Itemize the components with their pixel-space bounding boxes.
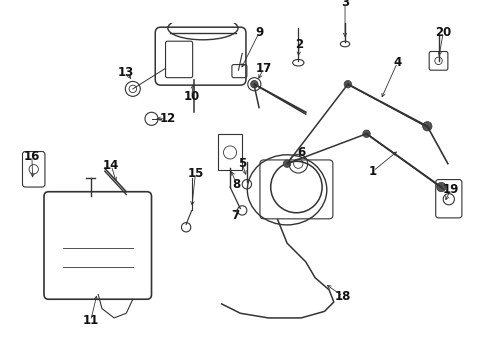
Text: 1: 1 xyxy=(369,165,377,177)
Text: 15: 15 xyxy=(187,167,204,180)
Circle shape xyxy=(283,160,291,167)
Text: 9: 9 xyxy=(255,26,263,39)
Text: 13: 13 xyxy=(118,66,134,78)
Text: 5: 5 xyxy=(238,157,246,170)
Text: 14: 14 xyxy=(103,159,120,172)
Text: 6: 6 xyxy=(297,146,305,159)
Text: 7: 7 xyxy=(232,208,240,222)
Text: 17: 17 xyxy=(256,62,272,75)
Text: 20: 20 xyxy=(435,26,451,39)
Text: 11: 11 xyxy=(83,314,99,327)
Text: 2: 2 xyxy=(295,37,303,50)
Text: 16: 16 xyxy=(24,150,40,163)
Text: 12: 12 xyxy=(159,112,175,125)
Text: 18: 18 xyxy=(335,290,351,303)
Circle shape xyxy=(437,183,446,192)
Text: 19: 19 xyxy=(442,183,459,196)
Text: 4: 4 xyxy=(393,56,401,69)
Circle shape xyxy=(423,122,432,131)
Text: 3: 3 xyxy=(341,0,349,9)
Circle shape xyxy=(363,130,370,138)
Circle shape xyxy=(250,81,258,88)
Text: 10: 10 xyxy=(184,90,200,103)
Text: 8: 8 xyxy=(232,178,241,191)
Circle shape xyxy=(344,81,352,88)
